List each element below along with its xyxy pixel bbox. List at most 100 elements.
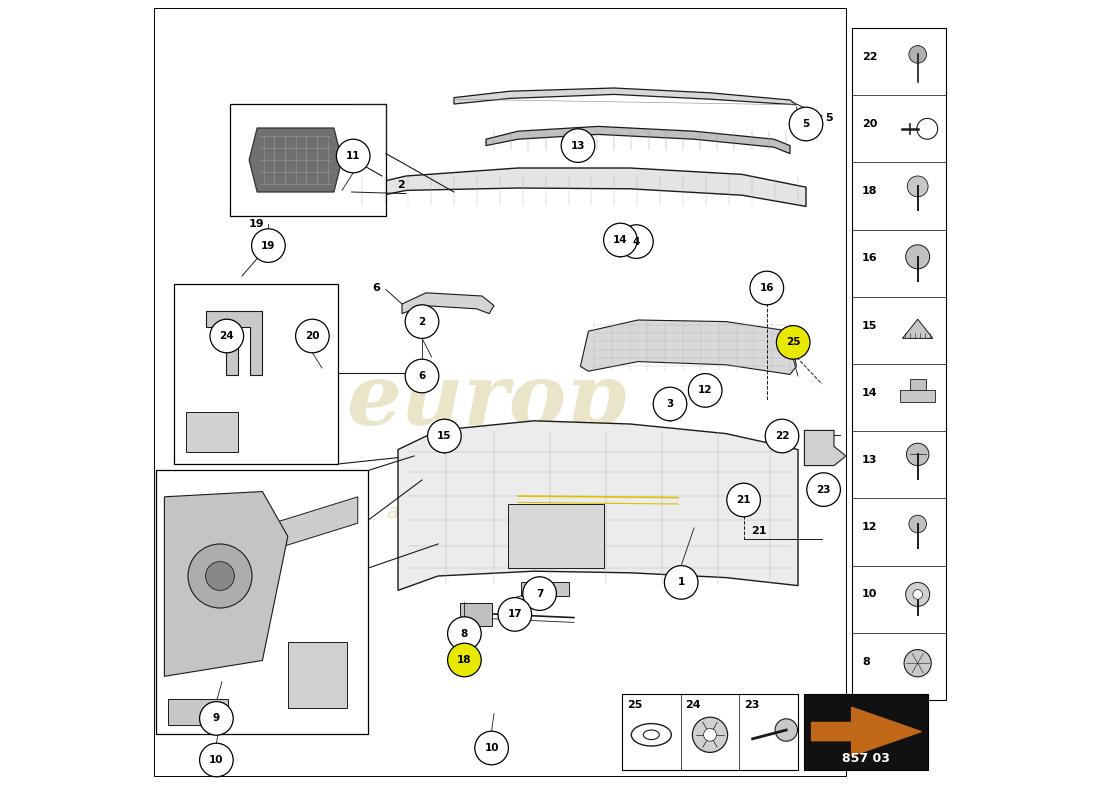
Polygon shape: [249, 128, 342, 192]
Circle shape: [522, 577, 557, 610]
Text: 4: 4: [632, 237, 640, 246]
Circle shape: [199, 743, 233, 777]
Circle shape: [905, 582, 930, 606]
Polygon shape: [812, 707, 921, 756]
Circle shape: [448, 617, 481, 650]
Circle shape: [777, 326, 810, 359]
Text: 19: 19: [249, 219, 264, 229]
Circle shape: [561, 129, 595, 162]
Circle shape: [498, 598, 531, 631]
Circle shape: [692, 718, 727, 752]
Text: 25: 25: [627, 700, 642, 710]
Text: 24: 24: [220, 331, 234, 341]
Text: 14: 14: [613, 235, 628, 245]
Polygon shape: [804, 430, 846, 466]
Circle shape: [905, 245, 930, 269]
Text: 8: 8: [461, 629, 468, 638]
Text: 13: 13: [571, 141, 585, 150]
Text: 5: 5: [825, 114, 833, 123]
Circle shape: [908, 176, 928, 197]
Text: 5: 5: [802, 119, 810, 129]
Circle shape: [750, 271, 783, 305]
Text: 21: 21: [751, 526, 767, 536]
Bar: [900, 390, 935, 402]
Text: 16: 16: [760, 283, 774, 293]
Bar: [851, 28, 946, 700]
Bar: [156, 470, 368, 734]
Text: 17: 17: [507, 610, 522, 619]
Polygon shape: [273, 497, 358, 550]
Text: 15: 15: [862, 321, 878, 330]
Text: 1: 1: [678, 578, 685, 587]
Circle shape: [789, 107, 823, 141]
Bar: [168, 699, 229, 725]
Polygon shape: [454, 88, 796, 105]
Text: 20: 20: [862, 119, 878, 129]
Bar: [621, 694, 797, 770]
Text: 9: 9: [212, 714, 220, 723]
Text: 19: 19: [261, 241, 276, 250]
Text: 20: 20: [305, 331, 320, 341]
Text: 18: 18: [862, 186, 878, 196]
Text: 7: 7: [536, 589, 543, 598]
Text: 15: 15: [437, 431, 452, 441]
Text: 14: 14: [862, 388, 878, 398]
Text: 6: 6: [418, 371, 426, 381]
Circle shape: [619, 225, 653, 258]
Bar: [508, 504, 604, 568]
Circle shape: [906, 443, 928, 466]
Text: 857 03: 857 03: [842, 752, 890, 765]
Circle shape: [806, 473, 840, 506]
Text: 10: 10: [209, 755, 223, 765]
Text: 2: 2: [397, 180, 405, 190]
Polygon shape: [581, 320, 796, 374]
Circle shape: [604, 223, 637, 257]
Text: 18: 18: [458, 655, 472, 665]
Text: 22: 22: [862, 52, 878, 62]
Circle shape: [776, 718, 798, 741]
Circle shape: [296, 319, 329, 353]
Text: 10: 10: [862, 590, 878, 599]
Polygon shape: [352, 168, 806, 206]
Bar: [461, 603, 493, 626]
Circle shape: [664, 566, 698, 599]
Text: 25: 25: [785, 338, 801, 347]
Circle shape: [653, 387, 686, 421]
Circle shape: [727, 483, 760, 517]
Circle shape: [337, 139, 370, 173]
Circle shape: [704, 728, 716, 741]
Circle shape: [188, 544, 252, 608]
Bar: [521, 582, 569, 596]
Circle shape: [252, 229, 285, 262]
Polygon shape: [398, 421, 798, 590]
Text: 10: 10: [484, 743, 498, 753]
Polygon shape: [206, 311, 262, 375]
Circle shape: [475, 731, 508, 765]
Polygon shape: [164, 491, 288, 676]
Bar: [804, 694, 927, 770]
Polygon shape: [486, 126, 790, 154]
Text: 3: 3: [667, 399, 673, 409]
Text: 23: 23: [816, 485, 831, 494]
Circle shape: [689, 374, 722, 407]
Circle shape: [405, 359, 439, 393]
Circle shape: [766, 419, 799, 453]
Text: 21: 21: [736, 495, 751, 505]
Text: 8: 8: [862, 657, 870, 666]
Bar: [174, 284, 338, 464]
Bar: [910, 379, 926, 390]
Circle shape: [913, 590, 923, 599]
Text: 12: 12: [862, 522, 878, 532]
Bar: [230, 104, 386, 216]
Text: 13: 13: [862, 455, 878, 465]
Ellipse shape: [644, 730, 659, 739]
Circle shape: [206, 562, 234, 590]
Circle shape: [210, 319, 243, 353]
Text: 22: 22: [774, 431, 790, 441]
Circle shape: [448, 643, 481, 677]
Text: europ: europ: [345, 358, 626, 442]
Bar: [154, 8, 846, 776]
Text: 16: 16: [862, 254, 878, 263]
Text: 11: 11: [345, 151, 361, 161]
Text: a passion for parts since 1985: a passion for parts since 1985: [387, 502, 681, 522]
